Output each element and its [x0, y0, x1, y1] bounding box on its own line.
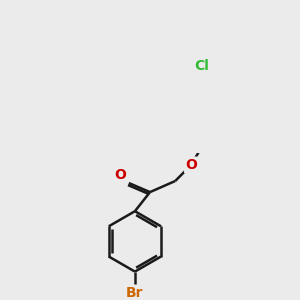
Text: O: O — [185, 158, 197, 172]
Text: Br: Br — [126, 286, 144, 300]
Text: O: O — [115, 167, 126, 182]
Text: Cl: Cl — [194, 59, 209, 73]
